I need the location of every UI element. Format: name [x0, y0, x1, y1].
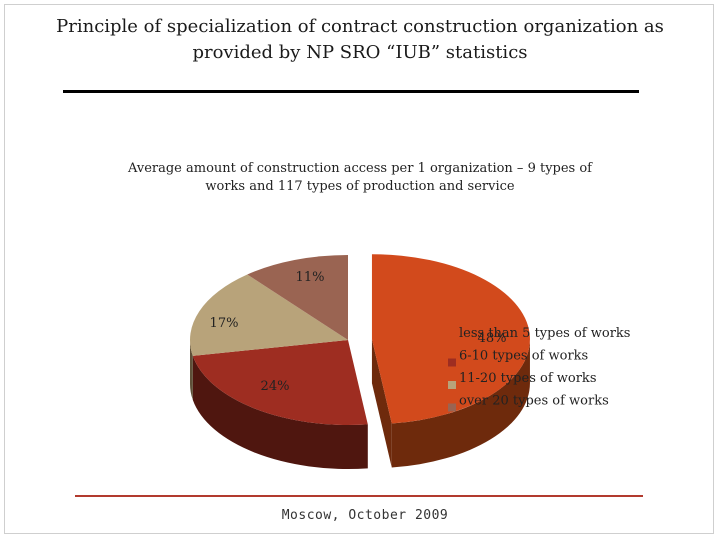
pie-value-label-2: 24%: [261, 379, 290, 394]
chart-legend: less than 5 types of works 6-10 types of …: [448, 326, 630, 412]
chart-subtitle-line-2: works and 117 types of production and se…: [205, 179, 515, 194]
legend-label-2: 6-10 types of works: [459, 348, 588, 363]
footer-location-date: Moscow, October 2009: [281, 508, 449, 523]
pie-value-label-3: 17%: [210, 316, 239, 331]
legend-swatch-4: [448, 403, 456, 412]
pie-side-3: [190, 340, 193, 400]
pie-value-label-1: 48%: [478, 331, 507, 346]
chart-subtitle-line-1: Average amount of construction access pe…: [127, 161, 592, 176]
pie-slice-3: [190, 274, 348, 356]
pie-slice-2: [192, 340, 368, 425]
chart-subtitle: Average amount of construction access pe…: [110, 160, 610, 196]
slide-title: Principle of specialization of contract …: [0, 14, 720, 66]
pie-value-label-4: 11%: [296, 270, 325, 285]
pie-slice-4: [247, 255, 348, 340]
slide-title-line-2: provided by NP SRO “IUB” statistics: [192, 42, 528, 63]
pie-side-2: [192, 355, 368, 469]
legend-swatch-1: [448, 336, 456, 344]
pie-sides: [190, 339, 530, 469]
footer-divider: [75, 495, 643, 497]
legend-label-1: less than 5 types of works: [459, 326, 630, 341]
legend-swatch-3: [448, 381, 456, 389]
slide-frame: [4, 4, 714, 534]
slide-title-line-1: Principle of specialization of contract …: [56, 16, 664, 37]
title-underline: [63, 90, 639, 93]
legend-label-3: 11-20 types of works: [459, 371, 596, 386]
pie-data-labels: 48% 24% 17% 11%: [210, 270, 507, 394]
legend-label-4: over 20 types of works: [459, 393, 609, 408]
pie-cut-face-2: [371, 339, 392, 468]
legend-swatch-2: [448, 358, 456, 367]
pie-side-1: [391, 339, 530, 468]
